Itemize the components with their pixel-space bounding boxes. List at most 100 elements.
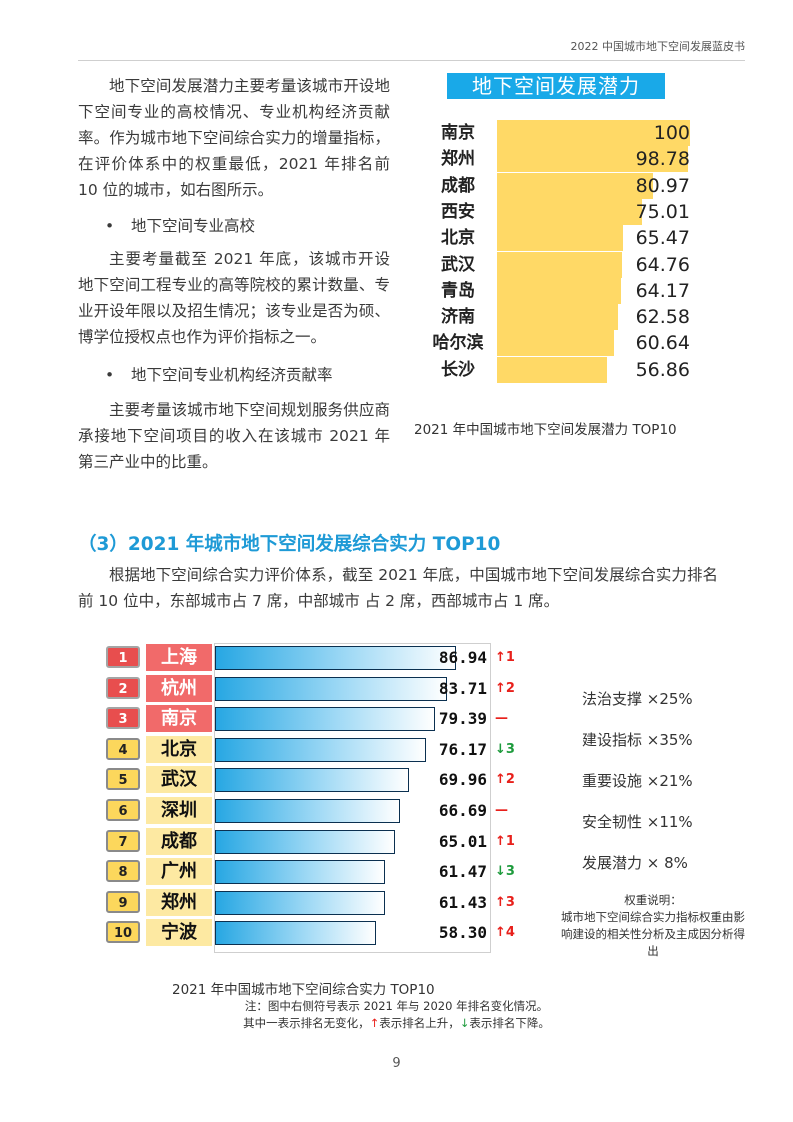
composite-bar — [215, 829, 396, 854]
potential-value-label: 64.17 — [635, 279, 690, 302]
potential-city-label: 南京 — [441, 123, 475, 143]
composite-row: 7 成都 65.01 ↑1 — [100, 826, 530, 856]
potential-value-label: 60.64 — [635, 332, 690, 355]
composite-value-label: 79.39 — [438, 709, 487, 729]
composite-city-label: 北京 — [146, 735, 212, 763]
rank-badge: 5 — [106, 768, 140, 791]
rank-badge: 10 — [106, 921, 140, 944]
potential-bar — [497, 120, 690, 146]
page-number: 9 — [392, 1056, 401, 1071]
rank-change-number: 3 — [505, 864, 515, 880]
bullet-economic: • 地下空间专业机构经济贡献率 — [105, 366, 333, 384]
down-arrow-icon: ↓ — [459, 1016, 470, 1030]
potential-city-label: 哈尔滨 — [432, 333, 484, 354]
rank-change-number: 2 — [505, 680, 515, 696]
weight-note-body: 城市地下空间综合实力指标权重由影响建设的相关性分析及主成因分析得出 — [561, 910, 745, 958]
up-arrow-icon: ↑ — [495, 680, 506, 696]
intro-paragraph-3: 主要考量该城市地下空间规划服务供应商承接地下空间项目的收入在该城市 2021 年… — [78, 401, 390, 471]
up-arrow-icon: ↑ — [495, 925, 506, 941]
composite-value-label: 65.01 — [438, 831, 487, 851]
up-arrow-icon: ↑ — [495, 650, 506, 665]
potential-chart-title: 地下空间发展潜力 — [447, 73, 665, 99]
composite-note-line-2: 其中一表示排名无变化，↑表示排名上升，↓表示排名下降。 — [243, 1016, 550, 1030]
potential-bar — [497, 304, 618, 331]
potential-bar — [497, 172, 654, 199]
potential-row: 北京 65.47 — [420, 225, 720, 252]
composite-value-label: 69.96 — [438, 770, 487, 790]
potential-bar — [497, 225, 624, 252]
composite-note-line-1: 注：图中右侧符号表示 2021 年与 2020 年排名变化情况。 — [244, 999, 549, 1013]
composite-value-label: 61.43 — [438, 892, 487, 912]
rank-badge: 7 — [106, 829, 140, 852]
potential-value-label: 100 — [653, 122, 690, 144]
rank-change-indicator: ↑4 — [495, 919, 515, 947]
potential-bar — [497, 356, 607, 383]
composite-row: 3 南京 79.39 — — [100, 703, 530, 733]
potential-row: 郑州 98.78 — [420, 146, 720, 173]
rank-change-indicator: ↓3 — [495, 858, 515, 886]
rank-change-indicator: — — [495, 705, 508, 733]
composite-value-label: 83.71 — [438, 678, 487, 698]
composite-row: 4 北京 76.17 ↓3 — [100, 734, 530, 764]
composite-city-label: 深圳 — [146, 797, 212, 824]
potential-city-label: 北京 — [441, 228, 475, 249]
composite-chart-caption: 2021 年中国城市地下空间综合实力 TOP10 — [172, 982, 435, 998]
composite-row: 6 深圳 66.69 — — [100, 795, 530, 825]
weight-item: 发展潜力 × 8% — [582, 854, 688, 872]
potential-bar — [497, 330, 615, 357]
rank-change-indicator: ↑3 — [495, 889, 515, 917]
header-divider — [78, 60, 745, 61]
composite-row: 8 广州 61.47 ↓3 — [100, 856, 530, 886]
rank-change-indicator: — — [495, 797, 508, 825]
potential-chart: 南京 100 郑州 98.78 成都 80.97 西安 75.01 北京 65.47 武汉 64.76… — [420, 120, 720, 385]
rank-change-number: 3 — [505, 741, 515, 757]
composite-city-label: 郑州 — [146, 888, 212, 916]
up-arrow-icon: ↑ — [495, 833, 506, 849]
section-paragraph: 根据地下空间综合实力评价体系，截至 2021 年底，中国城市地下空间发展综合实力… — [78, 566, 718, 610]
composite-value-label: 58.30 — [438, 923, 487, 943]
rank-change-indicator: ↑2 — [495, 675, 515, 703]
weight-note-title: 权重说明： — [624, 893, 682, 907]
composite-bar — [215, 799, 400, 823]
bullet-dot-icon: • — [105, 366, 115, 384]
composite-bar — [215, 676, 447, 701]
rank-badge: 4 — [106, 737, 140, 760]
rank-badge: 2 — [106, 676, 140, 699]
potential-row: 青岛 64.17 — [420, 277, 720, 304]
rank-change-number: 1 — [505, 833, 515, 849]
potential-value-label: 64.76 — [635, 253, 690, 276]
potential-row: 济南 62.58 — [420, 304, 720, 331]
composite-bar — [215, 707, 435, 732]
bullet-dot-icon: • — [105, 217, 115, 235]
potential-row: 南京 100 — [420, 120, 720, 146]
weight-item: 重要设施 ×21% — [582, 772, 693, 790]
potential-row: 哈尔滨 60.64 — [420, 330, 720, 357]
up-arrow-icon: ↑ — [495, 772, 506, 788]
potential-value-label: 80.97 — [635, 174, 690, 197]
potential-city-label: 武汉 — [441, 254, 475, 275]
potential-bar — [497, 146, 688, 173]
rank-change-number: 2 — [505, 772, 515, 788]
rank-change-indicator: ↑2 — [495, 766, 515, 794]
potential-city-label: 成都 — [441, 175, 475, 196]
composite-bar — [215, 768, 409, 793]
rank-change-number: 4 — [505, 925, 515, 941]
potential-city-label: 郑州 — [441, 149, 475, 170]
down-arrow-icon: ↓ — [495, 864, 506, 880]
composite-bar — [215, 646, 456, 670]
composite-bar — [215, 890, 386, 915]
weight-item: 建设指标 ×35% — [582, 731, 693, 749]
rank-change-number: 1 — [505, 650, 515, 665]
weight-list: 法治支撑 ×25% 建设指标 ×35% 重要设施 ×21% 安全韧性 ×11% 发展潜力… — [582, 688, 772, 893]
composite-bar — [215, 860, 386, 885]
potential-value-label: 75.01 — [635, 200, 690, 223]
composite-value-label: 66.69 — [438, 801, 487, 820]
composite-value-label: 76.17 — [438, 739, 487, 759]
potential-row: 长沙 56.86 — [420, 356, 720, 383]
potential-value-label: 56.86 — [635, 358, 690, 381]
composite-row: 2 杭州 83.71 ↑2 — [100, 673, 530, 703]
rank-badge: 3 — [106, 707, 140, 730]
rank-change-indicator: ↓3 — [495, 736, 515, 764]
up-arrow-icon: ↑ — [495, 894, 506, 910]
potential-value-label: 98.78 — [635, 148, 690, 171]
